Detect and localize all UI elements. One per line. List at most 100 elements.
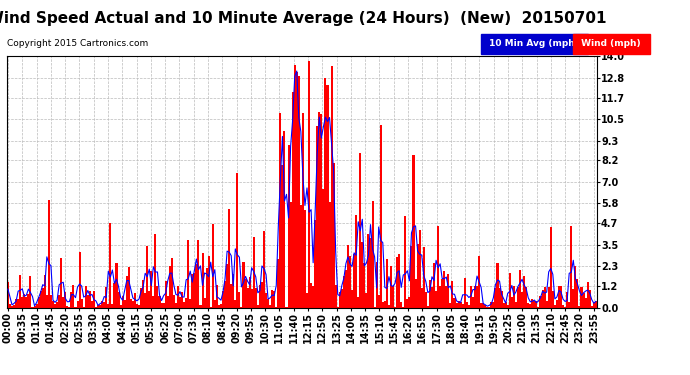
Bar <box>388 305 390 308</box>
Bar <box>509 273 511 308</box>
Bar <box>439 286 441 308</box>
Bar <box>56 302 58 307</box>
Bar <box>93 291 95 308</box>
Bar <box>423 246 425 308</box>
Bar <box>366 292 367 308</box>
Bar <box>167 296 169 307</box>
Bar <box>179 297 181 307</box>
Bar <box>457 301 460 307</box>
Bar <box>189 299 191 307</box>
Bar <box>447 274 449 308</box>
Bar <box>269 305 271 308</box>
Bar <box>546 302 548 307</box>
Bar <box>572 289 574 308</box>
Bar <box>38 297 39 307</box>
Bar <box>586 282 589 308</box>
Bar <box>417 244 419 308</box>
Bar <box>244 279 246 308</box>
Bar <box>150 270 152 308</box>
Bar <box>529 304 531 307</box>
Text: Wind Speed Actual and 10 Minute Average (24 Hours)  (New)  20150701: Wind Speed Actual and 10 Minute Average … <box>0 11 607 26</box>
Bar <box>425 292 427 308</box>
Bar <box>242 262 244 308</box>
Bar <box>177 286 179 308</box>
Bar <box>46 295 48 307</box>
Bar <box>357 297 359 307</box>
Bar <box>517 287 519 308</box>
Bar <box>230 284 233 308</box>
Bar <box>443 271 445 308</box>
Bar <box>104 302 105 307</box>
Bar <box>556 300 558 307</box>
Bar <box>212 224 214 308</box>
Bar <box>419 230 421 308</box>
Bar <box>275 307 277 308</box>
Bar <box>314 220 316 308</box>
Bar <box>548 288 550 308</box>
Bar <box>140 288 142 308</box>
Bar <box>316 126 318 308</box>
Bar <box>429 280 431 308</box>
Bar <box>449 303 451 307</box>
Bar <box>298 76 300 308</box>
Bar <box>48 200 50 308</box>
Bar <box>377 295 380 307</box>
Bar <box>453 298 455 307</box>
Bar <box>54 304 56 307</box>
Bar <box>292 92 294 308</box>
Bar <box>15 299 17 307</box>
Bar <box>411 246 413 308</box>
Bar <box>400 302 402 307</box>
Bar <box>187 240 189 308</box>
Bar <box>134 293 136 308</box>
Bar <box>52 302 54 307</box>
Bar <box>367 234 369 308</box>
Bar <box>218 306 220 308</box>
Bar <box>70 292 72 308</box>
Bar <box>574 266 576 308</box>
Bar <box>343 276 345 308</box>
Text: Wind (mph): Wind (mph) <box>578 39 644 48</box>
Bar <box>566 292 568 308</box>
Bar <box>159 296 161 307</box>
Bar <box>17 299 19 307</box>
Bar <box>568 302 570 307</box>
Bar <box>83 307 85 308</box>
Bar <box>466 302 468 307</box>
Bar <box>431 287 433 308</box>
Bar <box>21 297 23 307</box>
Bar <box>497 264 498 308</box>
Bar <box>95 306 97 308</box>
Bar <box>132 301 134 307</box>
Bar <box>335 285 337 308</box>
Bar <box>85 286 87 308</box>
Bar <box>255 288 257 308</box>
Bar <box>294 65 296 308</box>
Bar <box>43 275 46 308</box>
Bar <box>380 124 382 308</box>
Bar <box>259 285 261 308</box>
Bar <box>165 281 167 308</box>
Bar <box>470 286 472 308</box>
Bar <box>236 173 238 308</box>
Bar <box>308 61 310 308</box>
Bar <box>66 306 68 308</box>
Bar <box>19 275 21 308</box>
Bar <box>214 300 216 307</box>
Bar <box>296 72 298 308</box>
Bar <box>246 288 248 308</box>
Bar <box>105 286 107 308</box>
Bar <box>451 282 453 308</box>
Bar <box>345 270 347 308</box>
Bar <box>498 288 500 308</box>
Bar <box>476 286 478 308</box>
Bar <box>97 305 99 308</box>
Bar <box>433 264 435 308</box>
Bar <box>482 303 484 307</box>
Bar <box>486 307 489 308</box>
Bar <box>282 165 284 308</box>
Bar <box>220 304 222 307</box>
Bar <box>72 285 75 308</box>
Bar <box>117 292 119 308</box>
Bar <box>445 286 447 308</box>
